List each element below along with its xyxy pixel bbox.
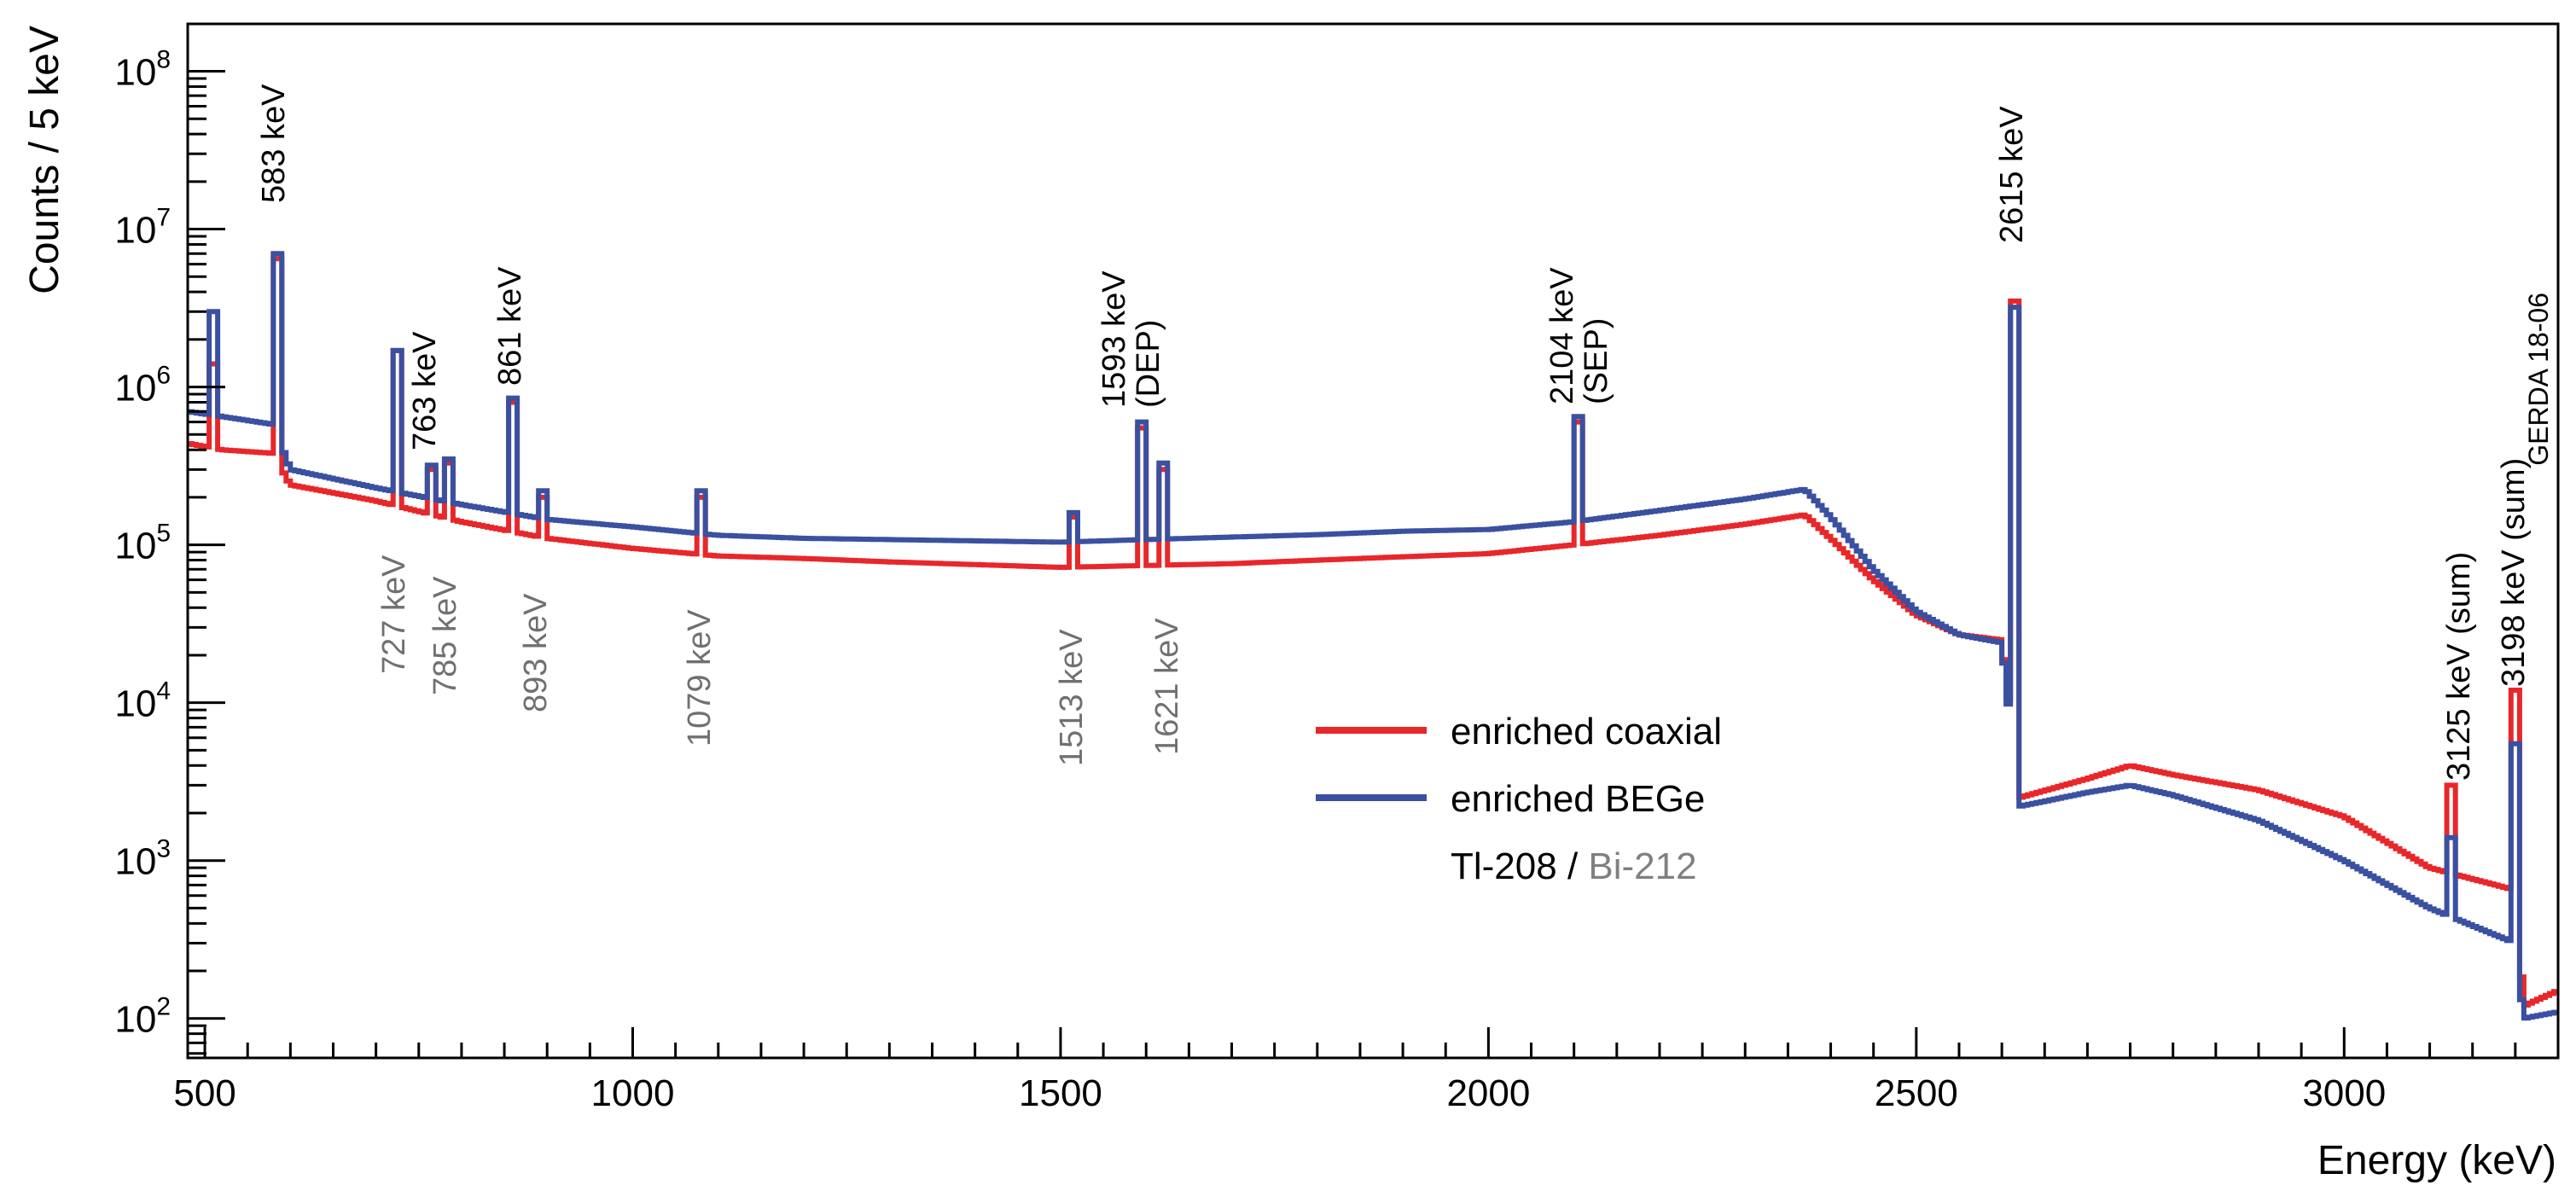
y-tick-label: 107 [114, 204, 171, 252]
x-tick-label: 1000 [591, 1072, 675, 1114]
peak-annotation-1079: 1079 keV [682, 609, 718, 747]
series-layer [188, 251, 2558, 1021]
x-tick-label: 3000 [2302, 1072, 2386, 1114]
legend-note-bi212: Bi-212 [1588, 845, 1696, 887]
y-tick-label: 108 [114, 46, 171, 94]
x-tick-label: 1500 [1019, 1072, 1102, 1114]
y-tick-label: 103 [114, 835, 171, 883]
series-line-bege [188, 251, 2558, 1021]
legend-note-separator: / [1557, 845, 1589, 887]
peak-annotation-583: 583 keV [256, 84, 292, 203]
peak-annotation-1621: 1621 keV [1149, 618, 1185, 755]
x-tick-label: 2000 [1446, 1072, 1530, 1114]
legend-note: Tl-208 / Bi-212 [1451, 845, 1697, 887]
peak-annotation-893: 893 keV [518, 593, 554, 712]
peak-annotation-861: 861 keV [492, 266, 528, 386]
peak-annotation-1593: 1593 keV(DEP) [1096, 270, 1166, 408]
peak-annotation-763: 763 keV [407, 331, 443, 450]
axis-layer: 500 1000 1500 2000 2500 3000 102 103 104 105 106 10… [114, 46, 2560, 1114]
y-tick-label: 106 [114, 362, 171, 410]
x-axis-title: Energy (keV) [2317, 1138, 2556, 1183]
y-tick-label: 104 [114, 677, 171, 725]
peak-annotation-1513: 1513 keV [1054, 629, 1090, 766]
legend-label-bege: enriched BEGe [1451, 778, 1705, 820]
peak-annotation-3198: 3198 keV (sum) [2496, 458, 2532, 687]
x-tick-label: 2500 [1875, 1072, 1958, 1114]
annotation-layer: 583 keV 763 keV 861 keV 1593 keV(DEP) 2104 k… [256, 84, 2532, 781]
x-tick-label: 500 [173, 1072, 236, 1114]
y-tick-label: 105 [114, 520, 171, 567]
gerda-stamp: GERDA 18-06 [2523, 293, 2554, 466]
peak-annotation-727: 727 keV [376, 555, 412, 674]
legend-note-tl208: Tl-208 [1451, 845, 1557, 887]
peak-annotation-2615: 2615 keV [1994, 106, 2030, 243]
peak-annotation-3125: 3125 keV (sum) [2441, 552, 2477, 781]
plot-frame [186, 22, 2560, 1060]
peak-annotation-785: 785 keV [427, 576, 463, 695]
legend: enriched coaxial enriched BEGe Tl-208 / … [1316, 711, 1722, 887]
peak-annotation-2104: 2104 keV(SEP) [1544, 267, 1614, 404]
series-line-coaxial [188, 256, 2558, 1008]
y-tick-label: 102 [114, 993, 171, 1041]
y-axis-title: Counts / 5 keV [22, 26, 67, 294]
legend-label-coaxial: enriched coaxial [1451, 711, 1722, 752]
